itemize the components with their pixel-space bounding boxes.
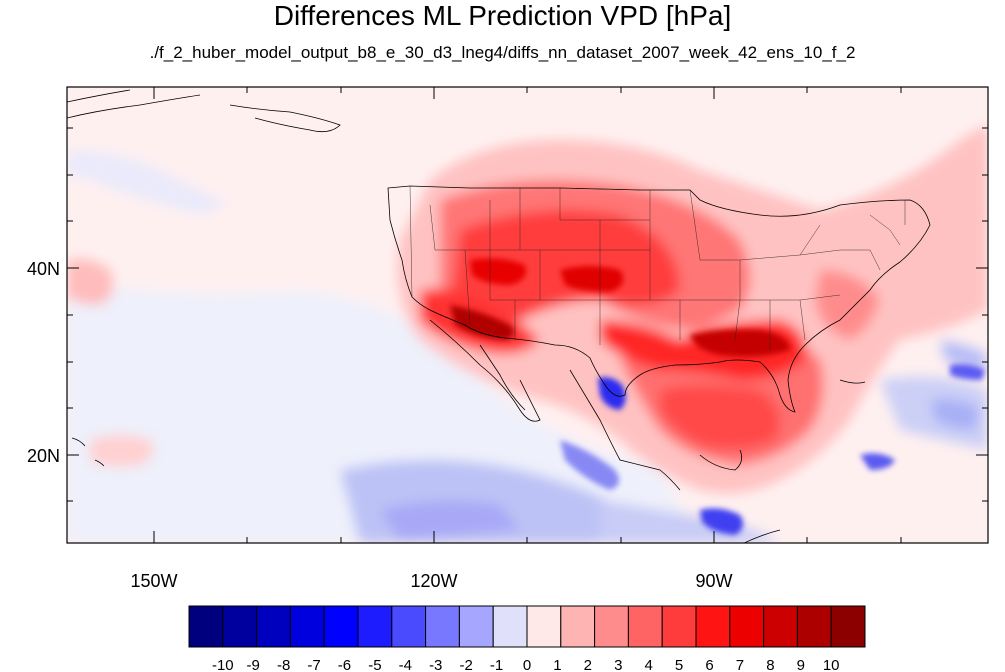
x-tick-label-150w: 150W [130, 571, 177, 591]
x-tick-label-90w: 90W [695, 571, 732, 591]
colorbar-swatch [256, 605, 291, 648]
colorbar-swatch [594, 605, 629, 648]
coastlines [67, 89, 931, 543]
colorbar-swatch [661, 605, 697, 648]
colorbar-tick-label: -10 [212, 657, 234, 672]
colorbar-swatch [763, 605, 798, 648]
colorbar-tick-label: -9 [247, 657, 260, 672]
x-tick-label-120w: 120W [410, 571, 457, 591]
state-borders [409, 185, 906, 350]
colorbar-tick-label: 4 [645, 657, 653, 672]
y-tick-label-20n: 20N [27, 446, 60, 466]
axis-ticks [67, 87, 988, 543]
colorbar-tick-label: 8 [766, 657, 774, 672]
colorbar-swatch [526, 605, 562, 648]
colorbar-tick-label: -8 [277, 657, 290, 672]
colorbar-tick-label: -3 [429, 657, 442, 672]
colorbar-tick-label: 10 [823, 657, 840, 672]
map-title: Differences ML Prediction VPD [hPa] [273, 0, 732, 31]
colorbar-tick-label: 3 [614, 657, 622, 672]
colorbar-swatch [830, 605, 866, 648]
colorbar-tick-label: 2 [584, 657, 592, 672]
colorbar-tick-label: -2 [459, 657, 472, 672]
colorbar-tick-label: 6 [705, 657, 713, 672]
colorbar [188, 605, 866, 648]
colorbar-swatch [188, 605, 224, 648]
colorbar-swatch [695, 605, 731, 648]
colorbar-swatch [425, 605, 460, 648]
colorbar-swatch [560, 605, 596, 648]
colorbar-swatch [391, 605, 427, 648]
colorbar-tick-label: -6 [338, 657, 351, 672]
colorbar-tick-label: -5 [368, 657, 381, 672]
colorbar-swatch [492, 605, 528, 648]
y-tick-label-40n: 40N [27, 259, 60, 279]
colorbar-swatch [627, 605, 663, 648]
colorbar-tick-label: 9 [797, 657, 805, 672]
map-subtitle: ./f_2_huber_model_output_b8_e_30_d3_lneg… [149, 43, 856, 62]
colorbar-tick-label: -7 [307, 657, 320, 672]
map-field [67, 87, 988, 543]
colorbar-swatch [458, 605, 494, 648]
colorbar-swatch [289, 605, 325, 648]
colorbar-swatch [357, 605, 393, 648]
colorbar-swatch [323, 605, 359, 648]
colorbar-tick-label: -1 [490, 657, 503, 672]
colorbar-tick-label: -4 [399, 657, 412, 672]
colorbar-labels: -10 -9 -8 -7 -6 -5 -4 -3 -2 -1 0 1 2 3 4 5 6 7 8 9 10 [212, 657, 840, 672]
colorbar-swatch [796, 605, 832, 648]
colorbar-tick-label: 1 [553, 657, 561, 672]
colorbar-swatch [729, 605, 765, 648]
colorbar-tick-label: 0 [523, 657, 531, 672]
colorbar-swatch [222, 605, 258, 648]
colorbar-tick-label: 7 [736, 657, 744, 672]
colorbar-tick-label: 5 [675, 657, 683, 672]
